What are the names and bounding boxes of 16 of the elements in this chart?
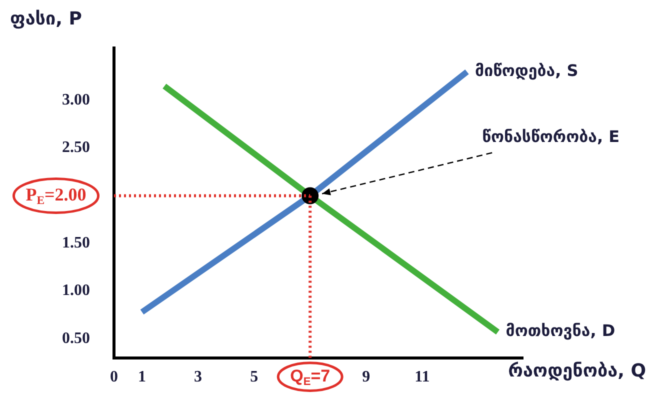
x-tick-label: 3: [194, 368, 202, 386]
y-tick-label: 1.00: [62, 282, 90, 300]
annotation: წონასწორობა, E: [482, 126, 620, 146]
x-axis-title: რაოდენობა, Q: [508, 360, 646, 382]
y-tick-label: 0.50: [62, 330, 90, 347]
series-label: მოთხოვნა, D: [506, 321, 616, 340]
x-tick-label: 11: [414, 368, 430, 386]
series-label: მიწოდება, S: [474, 60, 578, 80]
y-tick-label: 3.00: [62, 92, 90, 109]
x-tick-label: 5: [250, 368, 258, 386]
x-tick-label: 0: [110, 368, 118, 386]
x-tick-label: 9: [362, 368, 370, 386]
y-tick-label: 2.50: [62, 139, 90, 156]
x-tick-label: 1: [138, 368, 146, 386]
y-axis-title: ფასი, P: [10, 8, 82, 30]
y-tick-label: 1.50: [62, 234, 90, 252]
